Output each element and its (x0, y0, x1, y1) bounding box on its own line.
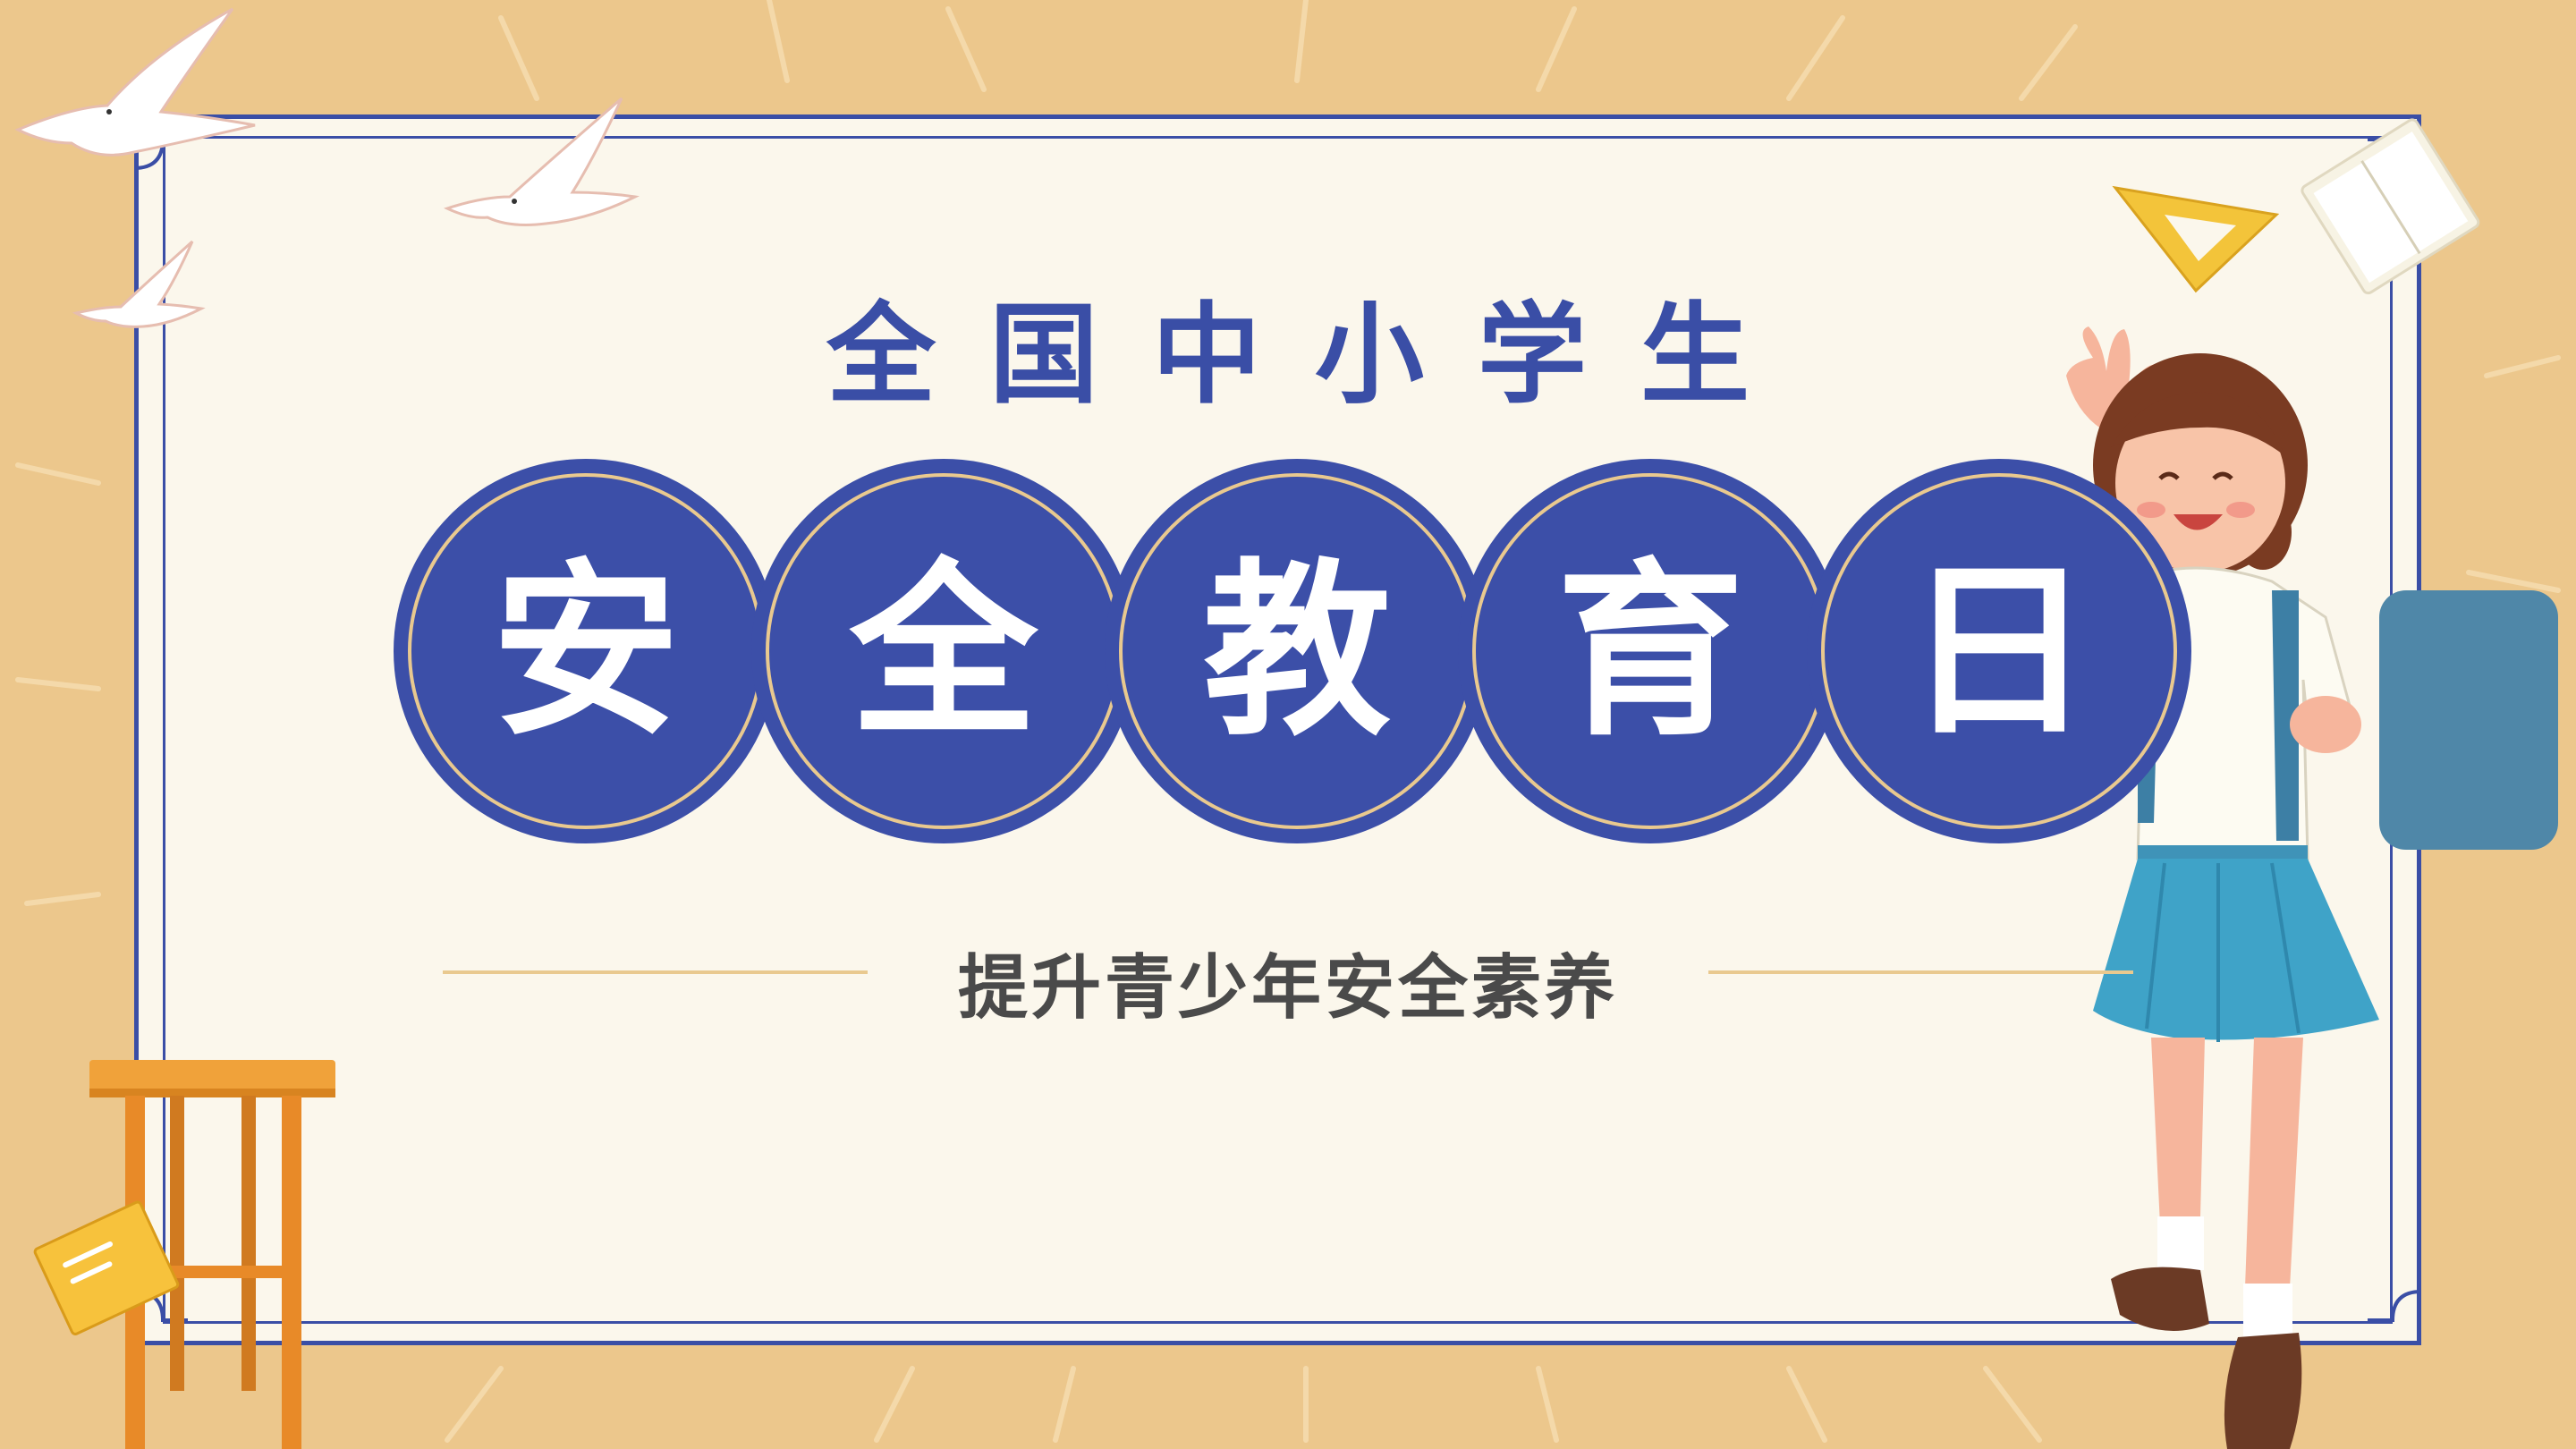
dove-icon (443, 97, 640, 226)
poster-subtitle: 全国中小学生 (826, 290, 1803, 419)
title-character: 教 (1202, 540, 1391, 761)
title-circle-group: 安 全 教 育 日 (394, 459, 2191, 843)
tagline-divider-right (1708, 970, 2133, 974)
title-circle: 安 (394, 459, 778, 843)
title-circle: 日 (1807, 459, 2191, 843)
poster-tagline: 提升青少年安全素养 (957, 948, 1618, 1029)
dove-icon (72, 240, 206, 328)
title-character: 育 (1555, 540, 1744, 761)
tagline-divider-left (443, 970, 868, 974)
title-circle: 全 (751, 459, 1136, 843)
title-character: 安 (491, 540, 680, 761)
title-character: 日 (1904, 540, 2093, 761)
dove-icon (14, 7, 256, 157)
title-circle: 育 (1458, 459, 1843, 843)
title-circle: 教 (1105, 459, 1489, 843)
set-square-icon (2112, 185, 2280, 293)
notebook-icon (2301, 118, 2480, 295)
book-icon (33, 1200, 180, 1335)
title-character: 全 (849, 540, 1038, 761)
